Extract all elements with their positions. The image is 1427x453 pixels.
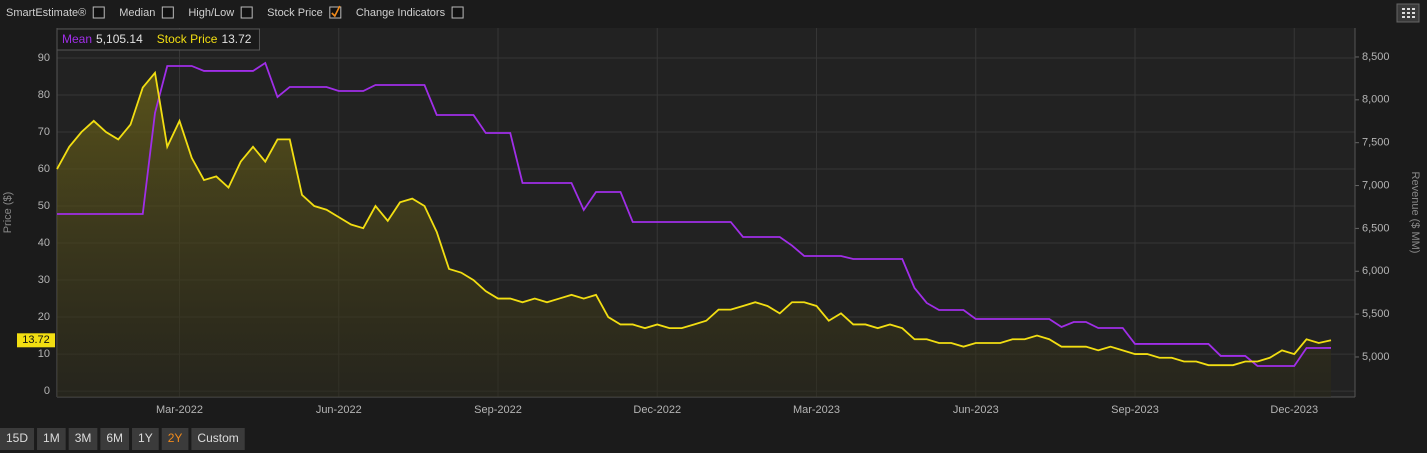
range-button-label[interactable]: 1Y [138,431,153,445]
range-button[interactable]: 3M [68,428,98,450]
y2-tick-label: 6,500 [1362,222,1390,234]
area [57,72,1331,397]
option-label: Change Indicators [356,7,446,19]
option-label: SmartEstimate® [6,7,86,19]
y-tick-label: 20 [38,311,50,323]
y2-axis-label: Revenue ($ MM) [1409,172,1421,254]
range-button[interactable]: 2Y [161,428,189,450]
price-badge-label: 13.72 [22,334,50,346]
y-tick-label: 10 [38,348,50,360]
y2-tick-label: 5,000 [1362,351,1390,363]
y2-tick-label: 7,000 [1362,179,1390,191]
x-tick-label: Mar-2022 [156,404,203,416]
checkbox[interactable] [161,6,174,19]
range-button-label[interactable]: 6M [106,431,123,445]
range-button-label[interactable]: 3M [75,431,92,445]
range-button-bg[interactable] [100,428,130,450]
checkbox[interactable] [92,6,105,19]
y-tick-label: 30 [38,274,50,286]
checkmark [331,5,341,18]
legend-value: 13.72 [221,32,251,46]
range-button-bg[interactable] [191,428,245,450]
legend-name: Stock Price [157,32,218,46]
range-button-bg[interactable] [37,428,66,450]
x-tick-label: Sep-2022 [474,404,522,416]
x-tick-label: Sep-2023 [1111,404,1159,416]
range-button[interactable]: Custom [191,428,245,450]
range-button[interactable]: 1M [37,428,66,450]
legend-value: 5,105.14 [96,32,143,46]
option-label: Median [119,7,155,19]
legend-name: Mean [62,32,92,46]
readout-box [56,28,260,51]
checkbox[interactable] [451,6,464,19]
y-tick-label: 80 [38,89,50,101]
option-label: High/Low [188,7,234,19]
range-button[interactable]: 15D [0,428,35,450]
range-button-bg[interactable] [0,428,35,450]
y-tick-label: 70 [38,126,50,138]
x-tick-label: Jun-2022 [316,404,362,416]
y2-tick-label: 8,500 [1362,51,1390,63]
option-label: Stock Price [267,7,323,19]
y-axis-label: Price ($) [2,192,14,234]
y-tick-label: 40 [38,237,50,249]
x-tick-label: Jun-2023 [953,404,999,416]
y2-tick-label: 7,500 [1362,137,1390,149]
y-tick-label: 90 [38,52,50,64]
x-tick-label: Dec-2023 [1270,404,1318,416]
price-badge [17,333,55,348]
range-button-label[interactable]: 1M [43,431,60,445]
checkbox[interactable] [329,6,342,19]
range-button-label[interactable]: 15D [6,431,28,445]
range-button-bg[interactable] [132,428,159,450]
checkbox[interactable] [240,6,253,19]
range-button[interactable]: 1Y [132,428,159,450]
range-button-label[interactable]: 2Y [168,431,183,445]
range-button-bg[interactable] [68,428,98,450]
y2-tick-label: 8,000 [1362,94,1390,106]
range-button[interactable]: 6M [100,428,130,450]
range-button-bg[interactable] [161,428,189,450]
x-tick-label: Dec-2022 [633,404,681,416]
y2-tick-label: 6,000 [1362,265,1390,277]
y-tick-label: 0 [44,385,50,397]
y-tick-label: 60 [38,163,50,175]
menu-icon [1402,8,1415,18]
y-tick-label: 50 [38,200,50,212]
y2-tick-label: 5,500 [1362,308,1390,320]
line [56,70,1332,367]
line [57,61,1332,367]
range-button-label[interactable]: Custom [197,431,238,445]
x-tick-label: Mar-2023 [793,404,840,416]
